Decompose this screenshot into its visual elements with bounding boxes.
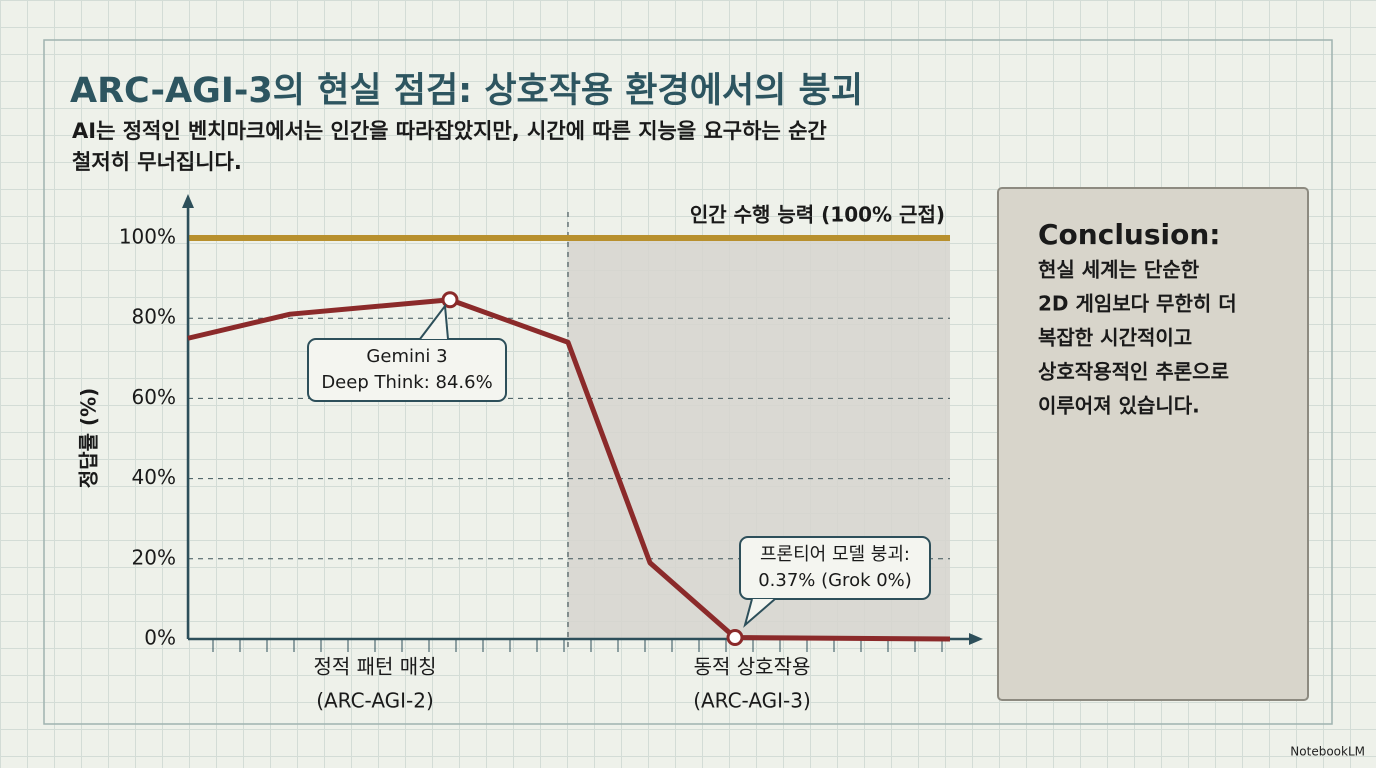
subtitle: 철저히 무너집니다. (72, 150, 242, 174)
y-tick-label: 0% (144, 626, 176, 650)
x-arrow (969, 633, 983, 645)
conclusion-line: 상호작용적인 추론으로 (1038, 360, 1229, 384)
y-arrow (182, 194, 194, 208)
highlight-point (441, 291, 459, 309)
region-label: 동적 상호작용 (694, 655, 811, 679)
conclusion-heading: Conclusion: (1038, 218, 1220, 251)
conclusion-line: 복잡한 시간적이고 (1038, 326, 1192, 350)
conclusion-line: 현실 세계는 단순한 (1038, 258, 1200, 282)
reference-label: 인간 수행 능력 (100% 근접) (690, 203, 945, 227)
annotation-pointer (743, 598, 776, 628)
overlay: Gemini 3 Deep Think: 84.6% 프론티어 모델 붕괴: 0.37… (187, 291, 951, 647)
region-label: (ARC-AGI-2) (316, 689, 434, 713)
y-tick-label: 100% (119, 225, 176, 249)
conclusion-line: 2D 게임보다 무한히 더 (1038, 292, 1237, 316)
annotation-pointer (419, 303, 449, 340)
y-tick-label: 20% (132, 545, 176, 569)
region-label: (ARC-AGI-3) (693, 689, 811, 713)
conclusion-panel (997, 187, 1309, 701)
annotation-text: 프론티어 모델 붕괴: (760, 544, 910, 565)
conclusion-line: 이루어져 있습니다. (1038, 394, 1200, 418)
annotation-text: Gemini 3 (366, 346, 447, 367)
frame (43, 39, 1333, 725)
y-tick-label: 60% (132, 385, 176, 409)
annotation-text: 0.37% (Grok 0%) (758, 570, 912, 591)
annotation-text: Deep Think: 84.6% (321, 372, 492, 393)
subtitle: AI는 정적인 벤치마크에서는 인간을 따라잡았지만, 시간에 따른 지능을 요… (72, 119, 827, 143)
footer: NotebookLM (1290, 745, 1365, 759)
plot: 0% 20% 40% 60% 80% 100% 정답률 (%) 인간 수행 능력 (100% … (77, 203, 950, 713)
y-tick-label: 40% (132, 465, 176, 489)
y-tick-label: 80% (132, 305, 176, 329)
title: ARC-AGI-3의 현실 점검: 상호작용 환경에서의 붕괴 (70, 71, 863, 111)
region-label: 정적 패턴 매칭 (313, 655, 436, 679)
highlight-point (726, 629, 744, 647)
annotation-box (307, 338, 507, 402)
annotation-box (739, 536, 931, 600)
y-axis-label: 정답률 (%) (77, 388, 101, 488)
